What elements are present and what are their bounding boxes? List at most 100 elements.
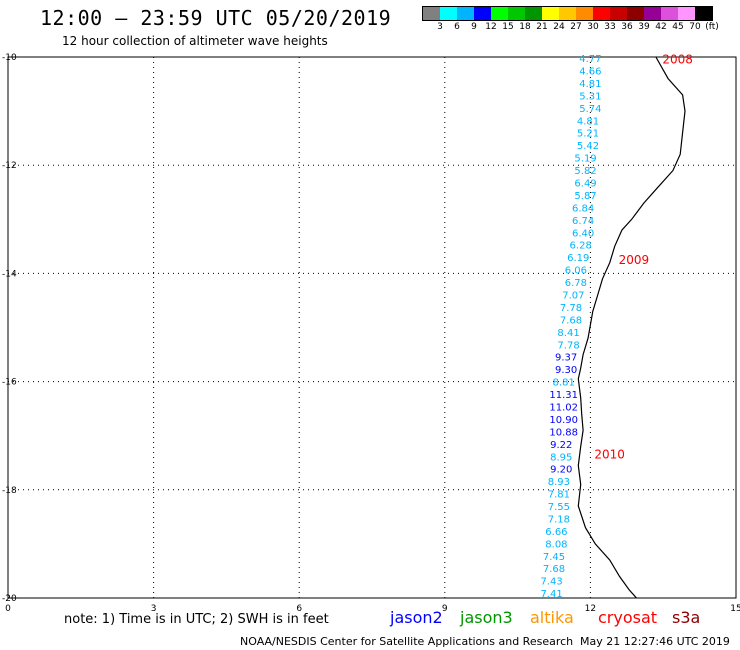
legend-label: 27 bbox=[570, 22, 582, 32]
legend-label: 30 bbox=[587, 22, 599, 32]
wave-height-label: 4.81 bbox=[577, 116, 599, 127]
wave-height-label: 11.31 bbox=[549, 390, 578, 401]
lat-tick-label: -18 bbox=[2, 486, 17, 496]
legend-label: 3 bbox=[437, 22, 443, 32]
wave-height-label: 8.08 bbox=[545, 539, 567, 550]
wave-height-label: 7.78 bbox=[560, 303, 582, 314]
legend-label: (ft) bbox=[705, 22, 719, 32]
wave-height-label: 9.37 bbox=[555, 353, 577, 364]
legend-swatch bbox=[695, 7, 712, 20]
wave-height-label: 4.77 bbox=[579, 54, 601, 65]
wave-height-label: 9.30 bbox=[555, 365, 577, 376]
legend-label: 12 bbox=[485, 22, 497, 32]
legend-label: 6 bbox=[454, 22, 460, 32]
chart-title: 12:00 – 23:59 UTC 05/20/2019 bbox=[40, 6, 392, 30]
legend-swatch bbox=[576, 7, 593, 20]
map-frame bbox=[7, 56, 737, 599]
pass-number-label: 2010 bbox=[594, 448, 625, 462]
lon-tick-label: 12 bbox=[585, 604, 596, 614]
wave-height-label: 6.19 bbox=[567, 253, 589, 264]
legend-swatch bbox=[644, 7, 661, 20]
wave-height-label: 6.40 bbox=[572, 228, 594, 239]
legend-label: 70 bbox=[689, 22, 701, 32]
wave-height-label: 6.49 bbox=[574, 179, 596, 190]
legend-swatch bbox=[508, 7, 525, 20]
satellite-jason3: jason3 bbox=[460, 608, 513, 627]
wave-height-label: 7.43 bbox=[540, 577, 562, 588]
lat-tick-label: -14 bbox=[2, 269, 17, 279]
wave-height-label: 10.90 bbox=[549, 415, 578, 426]
lon-tick-label: 0 bbox=[5, 604, 11, 614]
wave-height-label: 8.95 bbox=[550, 452, 572, 463]
lon-tick-label: 9 bbox=[442, 604, 448, 614]
legend-label: 21 bbox=[536, 22, 548, 32]
pass-number-label: 2008 bbox=[662, 53, 693, 67]
legend-swatch bbox=[661, 7, 678, 20]
satellite-jason2: jason2 bbox=[390, 608, 443, 627]
wave-height-label: 9.20 bbox=[550, 465, 572, 476]
wave-height-label: 7.45 bbox=[543, 552, 565, 563]
legend-swatch bbox=[491, 7, 508, 20]
lat-tick-label: -12 bbox=[2, 161, 17, 171]
wave-height-label: 7.81 bbox=[548, 490, 570, 501]
wave-height-label: 5.87 bbox=[574, 191, 596, 202]
wave-height-label: 11.02 bbox=[549, 402, 578, 413]
legend-label: 45 bbox=[672, 22, 684, 32]
timestamp-text: May 21 12:27:46 UTC 2019 bbox=[580, 635, 730, 648]
wave-height-label: 6.66 bbox=[545, 527, 567, 538]
legend-label: 33 bbox=[604, 22, 616, 32]
wave-height-label: 7.41 bbox=[540, 589, 562, 600]
wave-height-label: 8.93 bbox=[548, 477, 570, 488]
legend-swatch bbox=[525, 7, 542, 20]
satellite-s3a: s3a bbox=[672, 608, 701, 627]
legend-swatch bbox=[440, 7, 457, 20]
color-legend bbox=[422, 6, 713, 21]
lon-tick-label: 6 bbox=[296, 604, 302, 614]
wave-height-label: 5.74 bbox=[579, 104, 601, 115]
lon-tick-label: 15 bbox=[730, 604, 740, 614]
wave-height-label: 6.78 bbox=[565, 278, 587, 289]
legend-label: 15 bbox=[502, 22, 514, 32]
wave-height-label: 5.82 bbox=[574, 166, 596, 177]
lat-tick-label: -10 bbox=[2, 53, 17, 63]
lat-tick-label: -20 bbox=[2, 594, 17, 604]
satellite-altika: altika bbox=[530, 608, 574, 627]
legend-label: 36 bbox=[621, 22, 633, 32]
legend-label: 9 bbox=[471, 22, 477, 32]
color-legend-labels: 3 6 9 12 15 18 21 24 27 30 33 36 39 42 45 70 (ft) bbox=[422, 22, 740, 34]
wave-height-label: 5.31 bbox=[579, 91, 601, 102]
wave-height-label: 6.84 bbox=[572, 203, 594, 214]
wave-height-label: 9.22 bbox=[550, 440, 572, 451]
credit-text: NOAA/NESDIS Center for Satellite Applica… bbox=[240, 635, 574, 648]
wave-height-label: 7.68 bbox=[560, 315, 582, 326]
legend-label: 24 bbox=[553, 22, 565, 32]
wave-height-label: 4.81 bbox=[579, 79, 601, 90]
legend-swatch bbox=[423, 7, 440, 20]
pass-number-label: 2009 bbox=[619, 253, 650, 267]
legend-swatch bbox=[593, 7, 610, 20]
wave-height-label: 5.21 bbox=[577, 129, 599, 140]
wave-height-label: 7.18 bbox=[548, 514, 570, 525]
wave-height-label: 6.28 bbox=[570, 241, 592, 252]
legend-swatch bbox=[474, 7, 491, 20]
legend-swatch bbox=[559, 7, 576, 20]
legend-label: 39 bbox=[638, 22, 650, 32]
footnote: note: 1) Time is in UTC; 2) SWH is in fe… bbox=[64, 612, 329, 627]
wave-height-label: 5.19 bbox=[574, 154, 596, 165]
wave-height-label: 10.88 bbox=[549, 427, 578, 438]
wave-height-label: 5.42 bbox=[577, 141, 599, 152]
wave-height-label: 8.81 bbox=[553, 378, 575, 389]
legend-swatch bbox=[542, 7, 559, 20]
legend-swatch bbox=[610, 7, 627, 20]
wave-height-label: 7.78 bbox=[557, 340, 579, 351]
wave-height-label: 6.74 bbox=[572, 216, 594, 227]
wave-height-label: 8.41 bbox=[557, 328, 579, 339]
wave-height-label: 7.68 bbox=[543, 564, 565, 575]
legend-label: 42 bbox=[655, 22, 667, 32]
satellite-cryosat: cryosat bbox=[598, 608, 658, 627]
legend-label: 18 bbox=[519, 22, 531, 32]
coastline bbox=[577, 56, 686, 599]
legend-swatch bbox=[627, 7, 644, 20]
chart-subtitle: 12 hour collection of altimeter wave hei… bbox=[62, 34, 328, 48]
